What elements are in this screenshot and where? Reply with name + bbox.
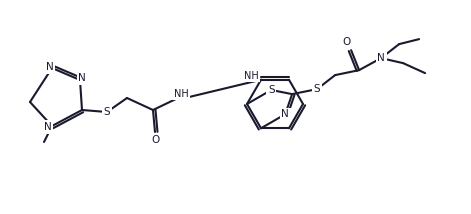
Text: N: N bbox=[78, 73, 86, 83]
Text: N: N bbox=[46, 62, 54, 72]
Text: S: S bbox=[268, 85, 275, 95]
Text: O: O bbox=[342, 37, 350, 47]
Text: NH: NH bbox=[174, 89, 188, 99]
Text: NH: NH bbox=[244, 71, 259, 81]
Text: S: S bbox=[314, 84, 320, 94]
Text: O: O bbox=[151, 135, 159, 145]
Text: N: N bbox=[281, 109, 289, 119]
Text: S: S bbox=[104, 107, 110, 117]
Text: N: N bbox=[377, 53, 385, 63]
Text: N: N bbox=[44, 122, 52, 132]
